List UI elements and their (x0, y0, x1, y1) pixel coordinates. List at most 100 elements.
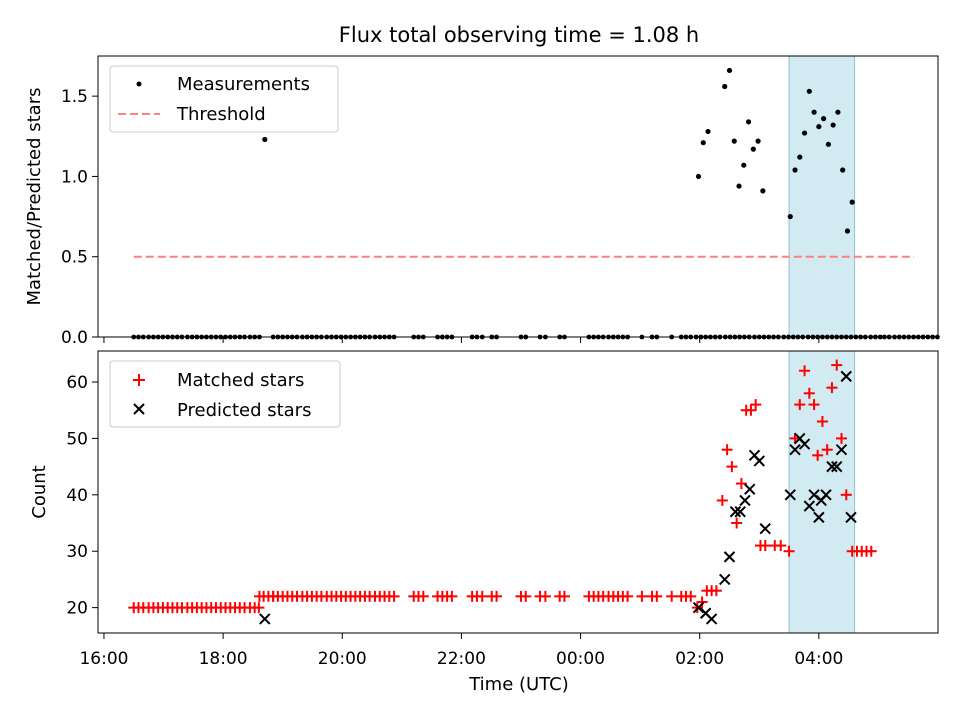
matched-point (831, 359, 843, 371)
predicted-point (813, 511, 825, 524)
top-y-tick-label: 1.0 (61, 167, 88, 187)
predicted-point (826, 460, 838, 473)
predicted-point (739, 494, 751, 507)
top-y-tick-label: 0.0 (61, 328, 88, 348)
x-tick-label: 00:00 (556, 649, 605, 669)
measurement-point (700, 140, 706, 146)
measurement-point (705, 128, 711, 135)
predicted-point (808, 489, 820, 501)
measurement-point (835, 109, 841, 115)
predicted-point (835, 443, 848, 456)
predicted-point (705, 613, 718, 625)
matched-point (775, 540, 787, 552)
legend-threshold-label: Threshold (176, 104, 266, 125)
matched-point (799, 365, 811, 377)
matched-point (812, 449, 824, 461)
predicted-points (259, 370, 857, 625)
predicted-point (798, 438, 811, 450)
bottom-y-tick-label: 30 (66, 542, 88, 562)
matched-point (491, 590, 503, 602)
measurement-point (741, 162, 747, 168)
bottom-y-label: Count (29, 465, 50, 518)
bottom-legend: Matched stars Predicted stars (109, 360, 341, 428)
measurement-point (816, 124, 822, 130)
matched-point (716, 494, 728, 506)
matched-point (745, 404, 757, 416)
legend-measurements-label: Measurements (177, 74, 310, 95)
measurement-point (726, 67, 733, 74)
predicted-point (723, 551, 736, 563)
matched-point (835, 432, 847, 444)
matched-point (476, 590, 488, 602)
legend-matched-marker (133, 374, 145, 386)
x-tick-label: 02:00 (675, 649, 724, 669)
x-tick-label: 20:00 (318, 649, 367, 669)
top-y-tick-label: 1.5 (61, 87, 88, 107)
bottom-legend-box (109, 360, 341, 428)
matched-point (651, 590, 663, 602)
measurement-point (745, 119, 752, 125)
matched-point (636, 590, 648, 602)
measurement-point (262, 136, 268, 143)
chart-title: Flux total observing time = 1.08 h (339, 23, 699, 47)
matched-point (840, 489, 852, 501)
matched-point (417, 590, 429, 602)
measurement-point (825, 141, 831, 147)
bottom-y-tick-label: 40 (66, 486, 88, 506)
counts-panel: 16:00 18:00 20:00 22:00 00:00 02:00 04:00 20 30… (29, 350, 939, 695)
predicted-point (840, 370, 852, 383)
matched-point (865, 545, 877, 557)
matched-point (783, 545, 795, 557)
legend-predicted-label: Predicted stars (177, 400, 311, 421)
top-plot-frame (97, 55, 939, 338)
measurement-point (801, 130, 808, 136)
measurement-point (811, 109, 817, 115)
measurement-point (844, 228, 851, 234)
matched-point (666, 590, 678, 602)
predicted-point (831, 460, 843, 473)
matched-point (816, 416, 828, 427)
predicted-point (784, 489, 796, 501)
measurement-point (755, 138, 761, 144)
measurement-point (695, 173, 702, 180)
matched-point (803, 387, 815, 399)
ratio-panel: 0.0 0.5 1.0 1.5 Matched/Predicted stars Mea… (24, 55, 940, 348)
matched-point (808, 399, 820, 411)
bottom-plot-frame (97, 350, 939, 634)
matched-point (622, 590, 634, 602)
x-axis-label: Time (UTC) (468, 674, 569, 695)
x-tick-label: 04:00 (794, 649, 843, 669)
predicted-point (692, 601, 705, 614)
matched-point (520, 590, 532, 602)
top-y-axis: 0.0 0.5 1.0 1.5 (61, 87, 98, 348)
measurement-point (787, 213, 793, 220)
legend-measurement-marker (136, 81, 142, 87)
x-tick-label: 16:00 (79, 649, 128, 669)
matched-point (821, 444, 833, 456)
matched-point (750, 399, 762, 411)
legend-predicted-marker (133, 403, 145, 415)
top-legend-box (109, 65, 339, 133)
matched-points (253, 359, 877, 614)
highlight-band (788, 55, 856, 338)
measurement-point (806, 88, 812, 94)
predicted-point (759, 522, 771, 535)
top-x-ticks (103, 337, 820, 343)
matched-point (731, 517, 743, 529)
top-y-label: Matched/Predicted stars (24, 88, 45, 306)
predicted-point (753, 455, 765, 467)
measurement-point (760, 188, 766, 194)
matched-point (253, 602, 265, 614)
legend-matched-label: Matched stars (177, 370, 304, 391)
matched-point (726, 461, 738, 473)
top-y-tick-label: 0.5 (61, 248, 88, 268)
matched-point (721, 444, 733, 456)
measurement-point (736, 183, 742, 189)
bottom-y-tick-label: 50 (66, 429, 88, 449)
matched-point (558, 590, 570, 602)
measurement-point (849, 199, 855, 205)
matched-baseline (128, 590, 697, 614)
matched-point (710, 585, 722, 597)
matched-point (826, 382, 838, 394)
